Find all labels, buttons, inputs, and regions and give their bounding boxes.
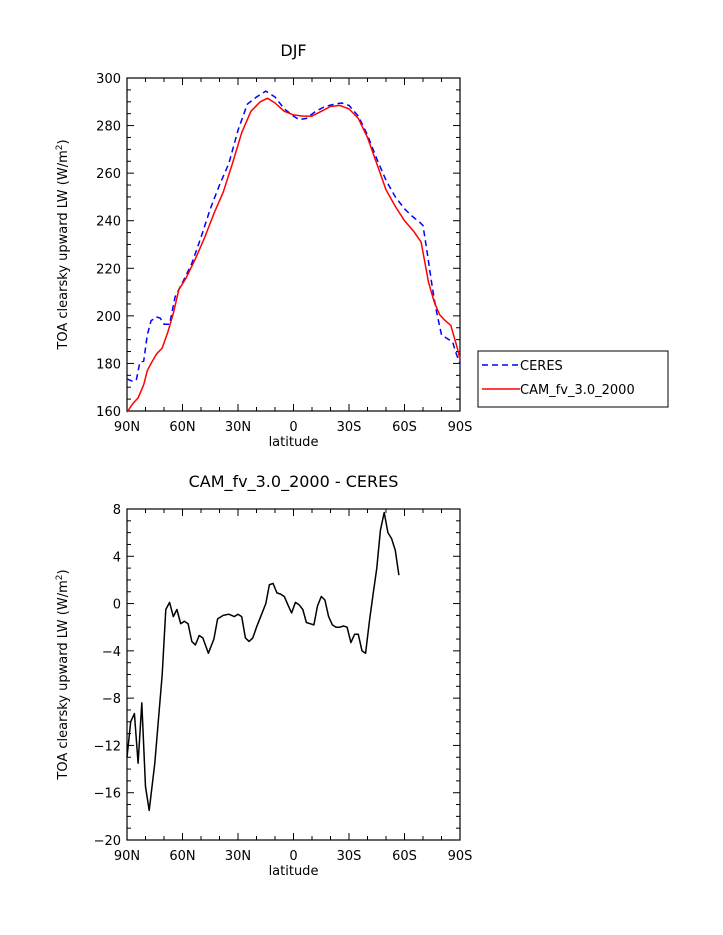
lower-x-tick-label: 90N [114, 849, 140, 864]
lower-x-tick-label: 0 [289, 849, 297, 864]
legend-label: CAM_fv_3.0_2000 [520, 383, 635, 398]
upper-x-tick-label: 30N [225, 420, 251, 435]
lower-plot-frame [126, 508, 461, 841]
legend-label: CERES [520, 359, 563, 374]
lower-y-axis-title: TOA clearsky upward LW (W/m2) [55, 569, 71, 780]
lower-y-tick-label: −8 [102, 692, 121, 707]
legend-box [477, 350, 669, 408]
upper-y-tick-label: 280 [96, 120, 121, 135]
lower-x-tick-label: 30S [337, 849, 362, 864]
series-line-cam-fv-3-0-2000 [126, 97, 461, 413]
lower-x-axis-title: latitude [269, 864, 319, 879]
upper-chart-panel: DJF 160 180 200 220 240 260 280 300 90N 60N 30N 0 30… [55, 41, 669, 450]
upper-y-tick-label: 260 [96, 167, 121, 182]
lower-y-tick-label: −4 [102, 645, 121, 660]
lower-x-tick-label: 90S [448, 849, 473, 864]
lower-y-tick-label: −16 [94, 787, 121, 802]
lower-y-tick-label: 0 [113, 598, 121, 613]
legend: CERES CAM_fv_3.0_2000 [477, 350, 669, 408]
upper-x-tick-label: 0 [289, 420, 297, 435]
upper-chart-title: DJF [280, 41, 306, 60]
lower-plot-area: −20 −16 −12 −8 −4 0 4 8 90N 60N 30N 0 30S 60S 90S [94, 503, 473, 864]
lower-x-tick-label: 30N [225, 849, 251, 864]
upper-plot-area: 160 180 200 220 240 260 280 300 90N 60N 30N 0 30S 60S… [96, 72, 472, 435]
upper-y-tick-label: 160 [96, 405, 121, 420]
lower-y-tick-label: −20 [94, 834, 121, 849]
lower-x-tick-label: 60N [169, 849, 195, 864]
upper-x-tick-label: 90N [114, 420, 140, 435]
lower-difference-line [126, 511, 400, 812]
upper-x-tick-label: 90S [448, 420, 473, 435]
upper-y-tick-label: 220 [96, 262, 121, 277]
upper-y-tick-label: 300 [96, 72, 121, 87]
lower-y-tick-label: 4 [113, 550, 121, 565]
lower-y-tick-label: 8 [113, 503, 121, 518]
upper-x-tick-label: 30S [337, 420, 362, 435]
upper-y-tick-label: 240 [96, 215, 121, 230]
lower-chart-title: CAM_fv_3.0_2000 - CERES [189, 472, 399, 492]
series-line-ceres [126, 90, 461, 383]
lower-x-tick-label: 60S [392, 849, 417, 864]
upper-x-axis-title: latitude [269, 435, 319, 450]
upper-x-tick-label: 60N [169, 420, 195, 435]
upper-x-tick-label: 60S [392, 420, 417, 435]
upper-y-tick-label: 180 [96, 357, 121, 372]
upper-y-tick-label: 200 [96, 310, 121, 325]
upper-y-axis-title: TOA clearsky upward LW (W/m2) [55, 139, 71, 350]
lower-chart-panel: CAM_fv_3.0_2000 - CERES −20 −16 −12 −8 −4 0 4 8… [55, 472, 472, 879]
lower-y-tick-label: −12 [94, 739, 121, 754]
upper-plot-frame [126, 77, 461, 412]
